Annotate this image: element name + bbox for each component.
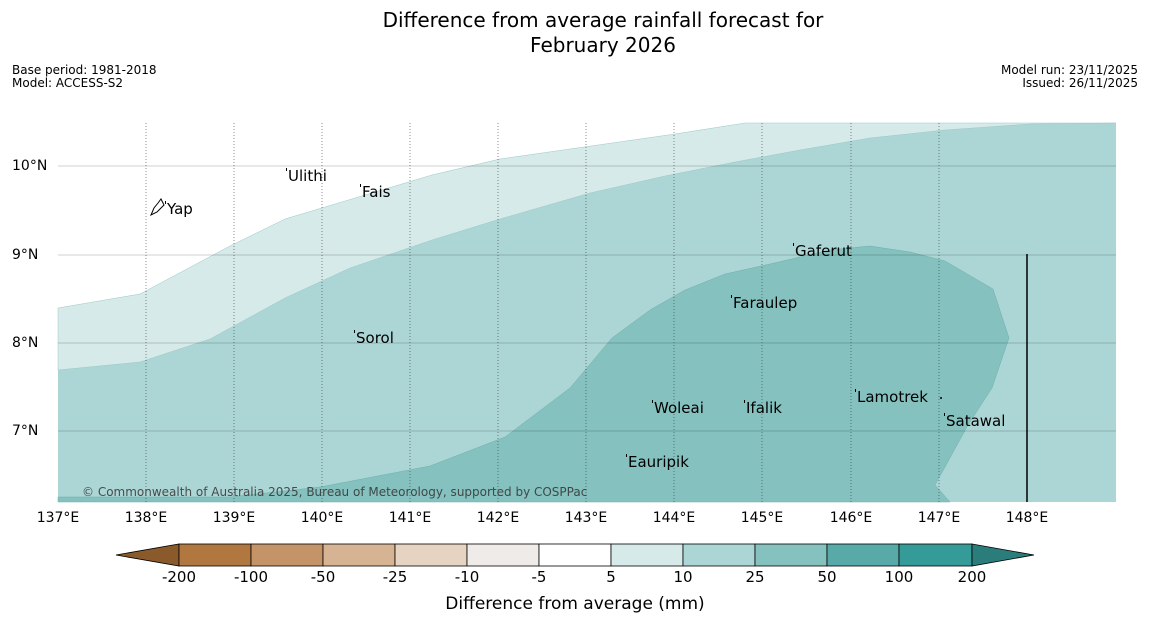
lon-label-137: 137°E [36,510,80,526]
colorbar-bin-3 [394,543,468,567]
lon-label-143: 143°E [564,510,608,526]
lon-label-146: 146°E [829,510,873,526]
copyright-notice: © Commonwealth of Australia 2025, Bureau… [82,485,588,499]
lon-label-145: 145°E [740,510,784,526]
lon-label-138: 138°E [124,510,168,526]
lat-label-7n: 7°N [12,423,39,439]
colorbar-label-10: 100 [884,568,914,586]
lon-label-140: 140°E [300,510,344,526]
colorbar [115,543,1035,567]
lon-label-141: 141°E [388,510,432,526]
colorbar-label-7: 10 [673,568,693,586]
model-name: Model: ACCESS-S2 [12,76,124,90]
place-ulithi: Ulithi [286,167,327,185]
lon-label-144: 144°E [652,510,696,526]
place-sorol: Sorol [354,329,394,347]
grid-lon [145,123,940,502]
base-period: Base period: 1981-2018 [12,63,157,77]
region-25-50mm [57,245,1010,503]
place-yap: Yap [165,200,193,218]
colorbar-bin-0 [178,543,252,567]
colorbar-label-8: 25 [745,568,765,586]
title-line-1: Difference from average rainfall forecas… [382,8,824,32]
colorbar-bin-6 [610,543,684,567]
colorbar-title: Difference from average (mm) [445,594,705,614]
meta-right: Model run: 23/11/2025 Issued: 26/11/2025 [1001,64,1138,90]
issued-date: Issued: 26/11/2025 [1022,76,1138,90]
region-near-average [58,123,745,308]
lat-label-9n: 9°N [12,247,39,263]
colorbar-label-9: 50 [817,568,837,586]
colorbar-label-0: -200 [161,568,197,586]
colorbar-bin-1 [250,543,324,567]
colorbar-label-1: -100 [233,568,269,586]
colorbar-bin-5 [538,543,612,567]
lon-label-142: 142°E [476,510,520,526]
colorbar-label-2: -50 [310,568,336,586]
lat-label-8n: 8°N [12,335,39,351]
colorbar-bin-4 [466,543,540,567]
colorbar-bin-7 [682,543,756,567]
meta-left: Base period: 1981-2018 Model: ACCESS-S2 [12,64,157,90]
map-title: Difference from average rainfall forecas… [0,8,1150,58]
place-woleai: Woleai [652,399,704,417]
place-fais: Fais [359,183,391,201]
model-run: Model run: 23/11/2025 [1000,63,1138,77]
region-5-10mm [57,122,1117,371]
place-faraulep: Faraulep [730,294,798,312]
colorbar-bin-10 [898,543,973,567]
place-eauripik: Eauripik [626,453,689,471]
colorbar-bin-9 [826,543,900,567]
lon-label-139: 139°E [212,510,256,526]
colorbar-label-3: -25 [382,568,408,586]
colorbar-bin-8 [754,543,828,567]
place-gaferut: Gaferut [793,242,852,260]
colorbar-label-11: 200 [957,568,987,586]
yap-island-icon [150,198,165,217]
islet-dot [940,397,942,399]
colorbar-bin-2 [322,543,396,567]
place-satawal: Satawal [943,412,1006,430]
colorbar-extend-high [971,543,1035,567]
lat-label-10n: 10°N [12,158,48,174]
lon-label-148: 148°E [1005,510,1049,526]
lon-label-147: 147°E [917,510,961,526]
place-lamotrek: Lamotrek [855,388,928,406]
place-ifalik: Ifalik [744,399,782,417]
title-line-2: February 2026 [530,33,676,57]
colorbar-label-6: 5 [606,568,616,586]
colorbar-label-5: -5 [531,568,547,586]
colorbar-label-4: -10 [454,568,480,586]
colorbar-extend-low [115,543,180,567]
